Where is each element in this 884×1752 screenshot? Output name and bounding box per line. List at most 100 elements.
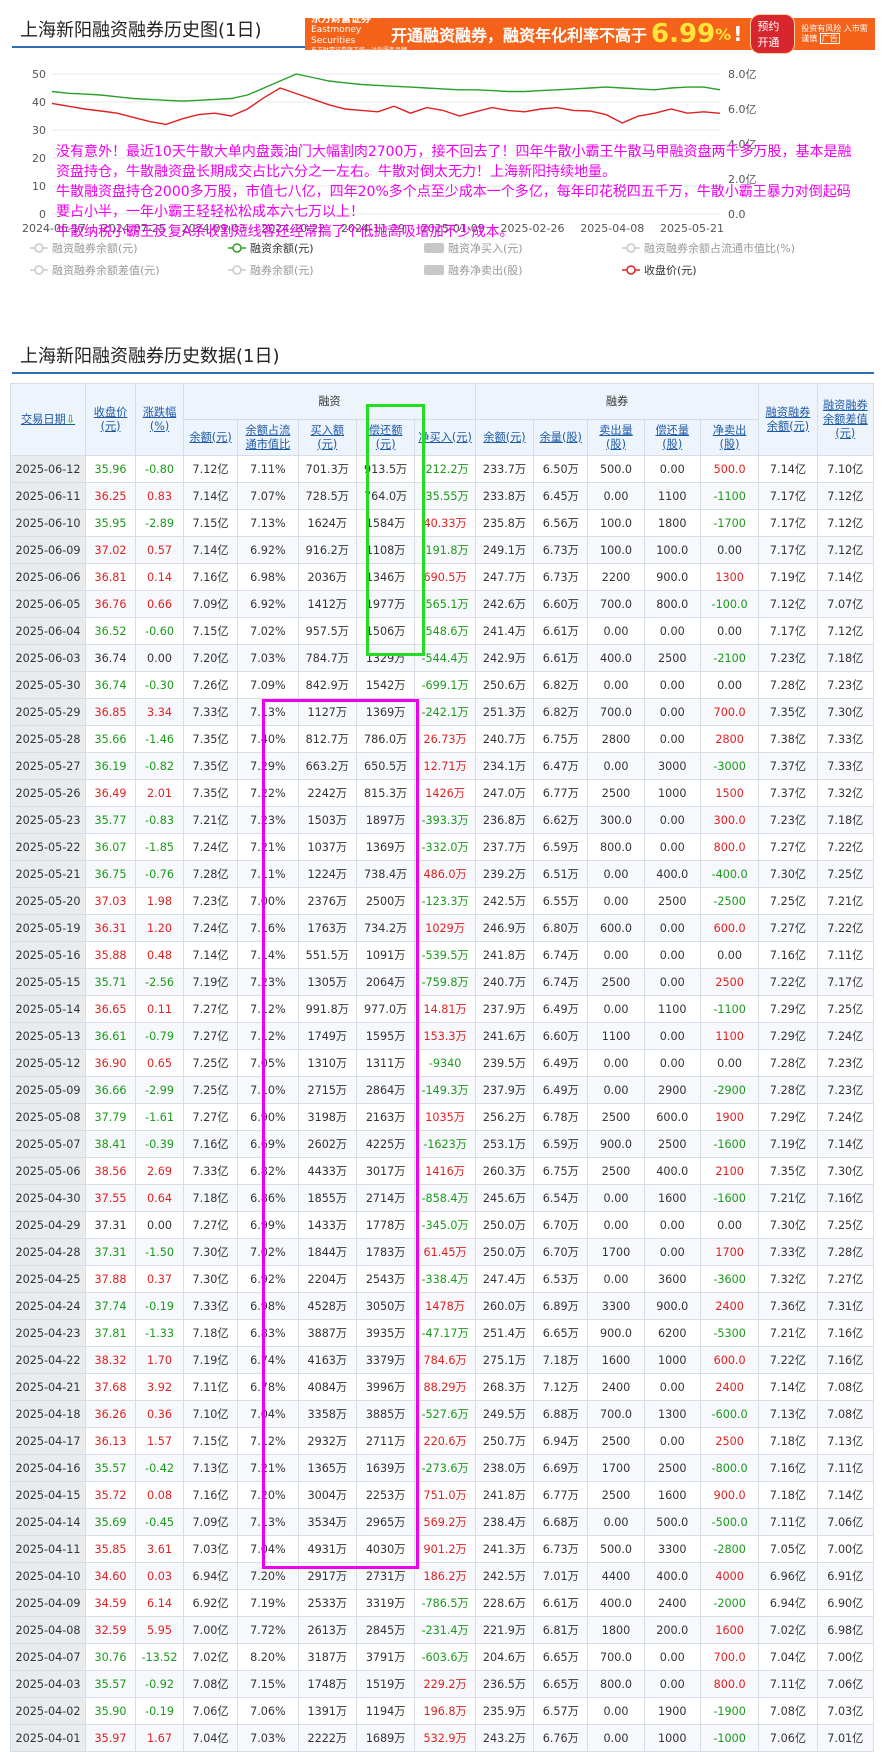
cell-sell: 0.00	[587, 887, 645, 915]
col-netbuy[interactable]: 净买入(元)	[414, 419, 476, 456]
col-rq-balance[interactable]: 余额(元)	[474, 419, 535, 456]
cell-total: 7.14亿	[758, 455, 818, 483]
cell-chg: -0.45	[135, 1508, 184, 1536]
cell-rq_vol: 6.78万	[533, 1103, 589, 1131]
legend-item[interactable]: 融券余额(元)	[228, 262, 314, 278]
col-date-label[interactable]: 交易日期	[20, 412, 66, 426]
cell-buy: 784.7万	[297, 644, 357, 672]
col-date[interactable]: 交易日期⇩	[9, 383, 87, 456]
cell-buy: 4163万	[297, 1346, 357, 1374]
cell-close: 35.66	[85, 725, 137, 753]
cell-rz_ratio: 7.03%	[237, 1724, 299, 1752]
cell-rq_repay: 1600	[643, 1481, 701, 1509]
col-rz-balance[interactable]: 余额(元)	[182, 419, 239, 456]
col-change[interactable]: 涨跌幅(%)	[135, 383, 184, 456]
cell-netsell: 4000	[699, 1562, 760, 1590]
cell-total: 7.37亿	[758, 752, 818, 780]
legend-item[interactable]: 融资净买入(元)	[424, 240, 523, 256]
cell-total: 7.13亿	[758, 1400, 818, 1428]
cell-rq_vol: 6.45万	[533, 482, 589, 510]
col-rq-volume[interactable]: 余量(股)	[533, 419, 589, 456]
cell-diff: 7.25亿	[816, 1211, 875, 1239]
cell-chg: 1.67	[135, 1724, 184, 1752]
cell-close: 36.25	[85, 482, 137, 510]
legend-item[interactable]: 融资余额(元)	[228, 240, 314, 256]
cell-chg: 0.08	[135, 1481, 184, 1509]
cell-total: 7.17亿	[758, 536, 818, 564]
table-row: 2025-04-17 36.13 1.57 7.15亿 7.12% 2932万 2711万 2…	[9, 1427, 875, 1455]
cell-total: 7.33亿	[758, 1238, 818, 1266]
cell-repay: 2864万	[355, 1076, 416, 1104]
cell-rq_bal: 242.9万	[474, 644, 535, 672]
cell-repay: 2714万	[355, 1184, 416, 1212]
col-total[interactable]: 融资融券余额(元)	[758, 383, 818, 456]
legend-item[interactable]: 收盘价(元)	[622, 262, 697, 278]
cell-sell: 300.0	[587, 806, 645, 834]
cell-chg: -2.56	[135, 968, 184, 996]
cell-diff: 7.12亿	[816, 617, 875, 645]
col-rq-repay[interactable]: 偿还量(股)	[643, 419, 701, 456]
table-row: 2025-05-08 37.79 -1.61 7.27亿 6.90% 3198万 2163万…	[9, 1103, 875, 1131]
cell-rz_bal: 6.94亿	[182, 1562, 239, 1590]
cell-sell: 400.0	[587, 644, 645, 672]
cell-buy: 2242万	[297, 779, 357, 807]
cell-netsell: 700.0	[699, 1643, 760, 1671]
cell-repay: 977.0万	[355, 995, 416, 1023]
cell-netsell: -2900	[699, 1076, 760, 1104]
cell-netsell: 2100	[699, 1157, 760, 1185]
legend-item[interactable]: 融资融券余额占流通市值比(%)	[622, 240, 795, 256]
col-repay[interactable]: 偿还额(元)	[355, 419, 416, 456]
cell-rq_vol: 6.50万	[533, 455, 589, 483]
cell-netbuy: 1035万	[414, 1103, 476, 1131]
cell-rz_bal: 7.33亿	[182, 1157, 239, 1185]
cell-total: 7.02亿	[758, 1616, 818, 1644]
cell-repay: 1369万	[355, 698, 416, 726]
col-diff[interactable]: 融资融券余额差值(元)	[816, 383, 875, 456]
cell-sell: 0.00	[587, 1697, 645, 1725]
cell-rq_vol: 6.82万	[533, 698, 589, 726]
cell-repay: 3379万	[355, 1346, 416, 1374]
cell-buy: 1310万	[297, 1049, 357, 1077]
cell-rq_vol: 6.62万	[533, 806, 589, 834]
cell-rz_bal: 7.09亿	[182, 590, 239, 618]
cell-repay: 1091万	[355, 941, 416, 969]
cell-rz_ratio: 6.99%	[237, 1211, 299, 1239]
cell-total: 7.35亿	[758, 1157, 818, 1185]
legend-item[interactable]: 融券净卖出(股)	[424, 262, 523, 278]
ad-banner[interactable]: 东方财富证券 Eastmoney Securities 东方财富证券旗下统一对外…	[305, 14, 875, 54]
cell-netbuy: -858.4万	[414, 1184, 476, 1212]
sort-arrow-icon[interactable]: ⇩	[65, 412, 76, 426]
cell-chg: -1.61	[135, 1103, 184, 1131]
cell-rq_repay: 1100	[643, 482, 701, 510]
cell-chg: 0.36	[135, 1400, 184, 1428]
cell-diff: 7.12亿	[816, 482, 875, 510]
cell-rz_bal: 7.03亿	[182, 1535, 239, 1563]
cell-total: 7.19亿	[758, 563, 818, 591]
cell-buy: 2932万	[297, 1427, 357, 1455]
cell-rz_bal: 7.16亿	[182, 1481, 239, 1509]
table-row: 2025-06-05 36.76 0.66 7.09亿 6.92% 1412万 1977万 -…	[9, 590, 875, 618]
cell-rz_bal: 7.06亿	[182, 1697, 239, 1725]
ad-open-button[interactable]: 预约开通	[750, 14, 796, 54]
cell-repay: 3885万	[355, 1400, 416, 1428]
col-buy[interactable]: 买入额(元)	[297, 419, 357, 456]
col-close[interactable]: 收盘价(元)	[85, 383, 137, 456]
cell-chg: -1.85	[135, 833, 184, 861]
cell-rz_bal: 7.15亿	[182, 617, 239, 645]
x-tick: 2025-05-21	[660, 222, 724, 235]
cell-date: 2025-04-02	[9, 1697, 87, 1725]
legend-item[interactable]: 融资融券余额差值(元)	[30, 262, 160, 278]
cell-repay: 1506万	[355, 617, 416, 645]
col-rz-ratio[interactable]: 余额占流通市值比	[237, 419, 299, 456]
cell-chg: 2.69	[135, 1157, 184, 1185]
cell-rz_ratio: 6.92%	[237, 1265, 299, 1293]
cell-rq_repay: 3600	[643, 1265, 701, 1293]
legend-item[interactable]: 融资融券余额(元)	[30, 240, 138, 256]
col-sell[interactable]: 卖出量(股)	[587, 419, 645, 456]
cell-netbuy: -699.1万	[414, 671, 476, 699]
cell-rq_bal: 241.8万	[474, 1481, 535, 1509]
cell-rq_repay: 0.00	[643, 1022, 701, 1050]
cell-rz_bal: 7.25亿	[182, 1049, 239, 1077]
col-netsell[interactable]: 净卖出(股)	[699, 419, 760, 456]
cell-buy: 1855万	[297, 1184, 357, 1212]
